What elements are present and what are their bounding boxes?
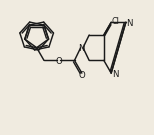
Text: O: O xyxy=(79,71,85,80)
Text: O: O xyxy=(55,57,62,66)
Text: N: N xyxy=(112,70,118,79)
Text: N: N xyxy=(127,19,133,28)
Text: Cl: Cl xyxy=(112,17,120,26)
Text: N: N xyxy=(79,44,85,53)
